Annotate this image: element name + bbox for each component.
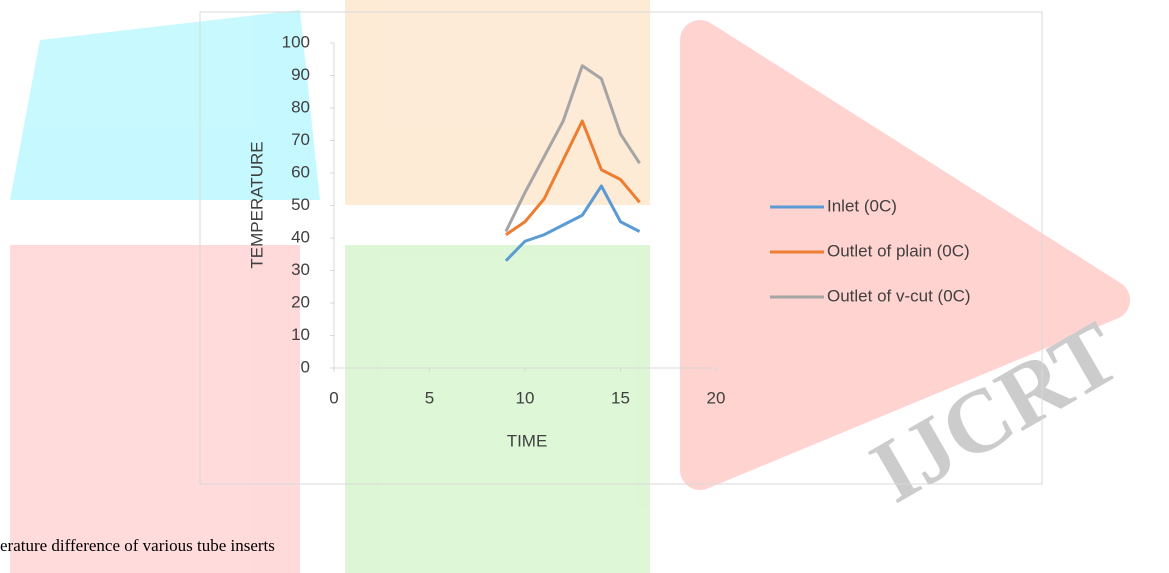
- y-tick-label: 80: [291, 97, 310, 116]
- y-tick-label: 90: [291, 65, 310, 84]
- x-tick-label: 5: [425, 388, 434, 407]
- x-tick-label: 10: [516, 388, 535, 407]
- page: IJCRT TIME TEMPERATURE erature differenc…: [0, 0, 1169, 573]
- x-tick-label: 0: [329, 388, 338, 407]
- chart: IJCRT TIME TEMPERATURE erature differenc…: [0, 0, 1169, 573]
- y-axis-title: TEMPERATURE: [247, 141, 266, 268]
- y-tick-label: 20: [291, 292, 310, 311]
- y-tick-label: 10: [291, 325, 310, 344]
- caption: erature difference of various tube inser…: [0, 536, 275, 555]
- y-tick-label: 40: [291, 227, 310, 246]
- y-tick-label: 70: [291, 130, 310, 149]
- x-axis-title: TIME: [507, 431, 548, 450]
- y-tick-label: 0: [301, 357, 310, 376]
- y-tick-label: 30: [291, 260, 310, 279]
- legend-label: Inlet (0C): [827, 196, 897, 215]
- y-tick-label: 50: [291, 195, 310, 214]
- y-tick-label: 100: [282, 32, 310, 51]
- legend-label: Outlet of plain (0C): [827, 241, 970, 260]
- x-tick-label: 20: [707, 388, 726, 407]
- x-tick-label: 15: [611, 388, 630, 407]
- legend-label: Outlet of v-cut (0C): [827, 286, 971, 305]
- y-tick-label: 60: [291, 162, 310, 181]
